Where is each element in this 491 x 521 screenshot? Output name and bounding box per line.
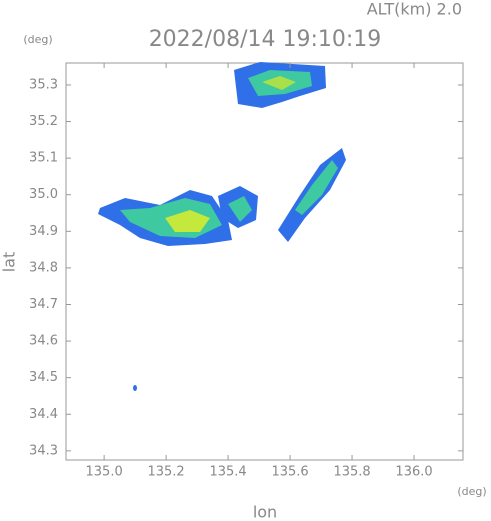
x-tick-label: 136.0 [395,465,432,480]
echo [295,160,338,215]
y-tick-label: 35.2 [29,114,58,129]
y-unit: (deg) [23,33,52,46]
x-tick-label: 135.2 [147,465,184,480]
y-tick-label: 34.6 [29,334,58,349]
x-axis-label: lon [253,503,277,521]
y-tick-label: 34.3 [29,443,58,458]
x-tick-label: 135.0 [86,465,123,480]
echo [262,76,296,90]
plot-frame [65,62,464,461]
y-tick-label: 34.8 [29,260,58,275]
x-tick-label: 135.6 [271,465,308,480]
y-tick-label: 34.4 [29,407,58,422]
radar-echoes [98,62,346,391]
y-tick-label: 34.5 [29,370,58,385]
y-tick-label: 35.3 [29,77,58,92]
y-tick-label: 34.9 [29,224,58,239]
echo [133,385,137,391]
echo [228,196,252,222]
echo [165,210,210,232]
y-tick-label: 35.1 [29,151,58,166]
x-tick-label: 135.8 [333,465,370,480]
x-tick-label: 135.4 [209,465,246,480]
altitude-label: ALT(km) 2.0 [367,0,462,19]
y-tick-label: 34.7 [29,297,58,312]
y-axis-label: lat [0,252,19,273]
x-unit: (deg) [457,485,486,498]
y-tick-label: 35.0 [29,187,58,202]
chart-title: 2022/08/14 19:10:19 [149,27,382,52]
